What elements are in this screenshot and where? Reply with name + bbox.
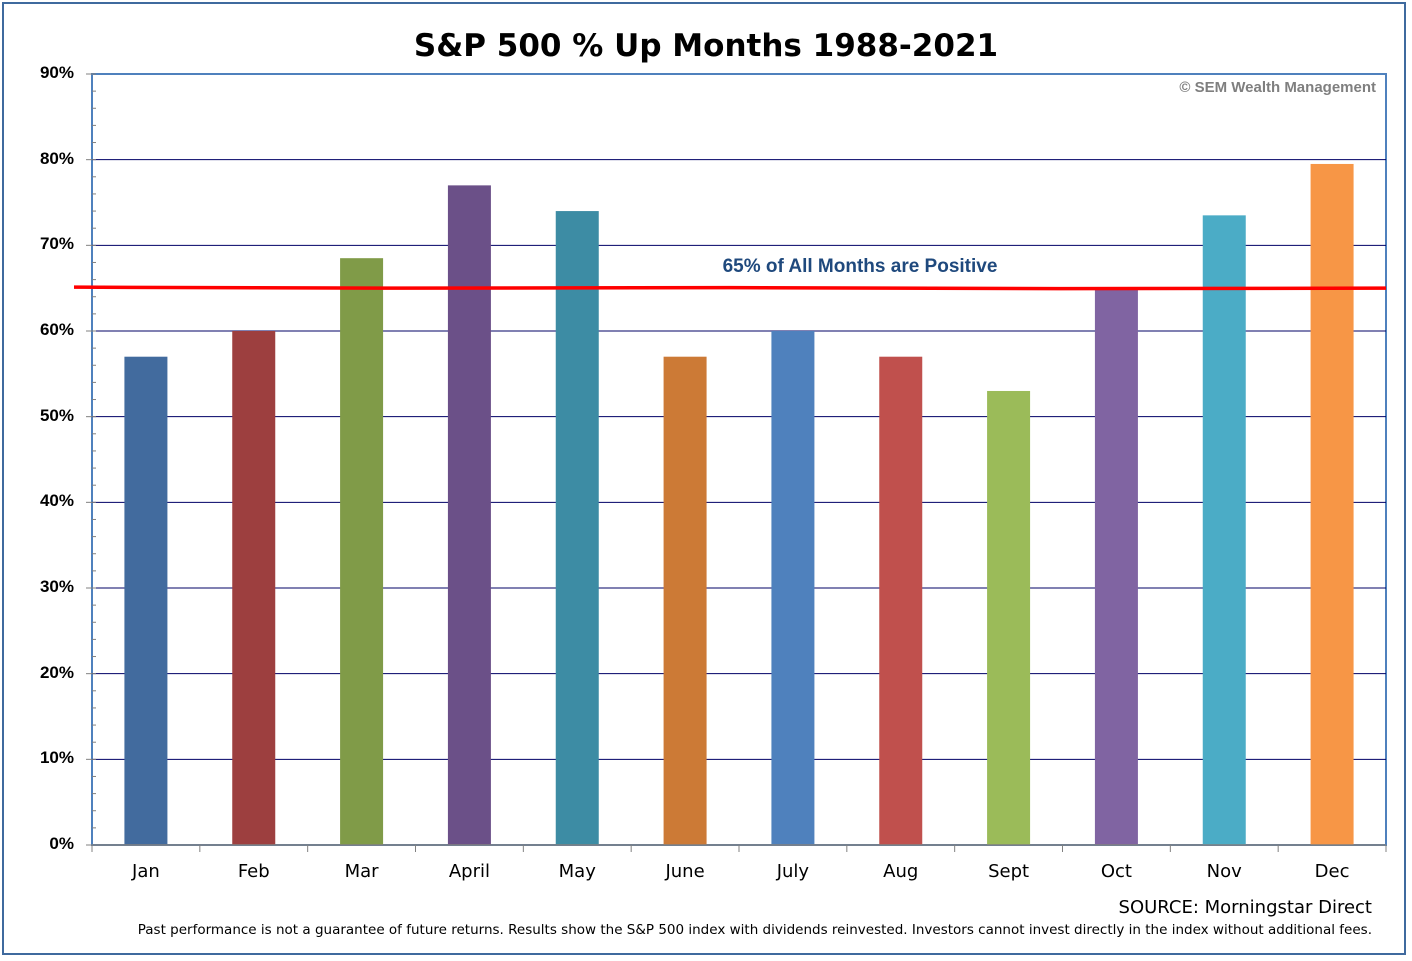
bar-may (555, 211, 599, 846)
y-tick-label: 10% (39, 748, 74, 768)
bar-oct (1094, 288, 1138, 846)
x-tick-label: June (665, 861, 705, 882)
bar-april (447, 185, 491, 845)
y-tick-label: 90% (39, 63, 74, 82)
bar-dec (1310, 163, 1354, 845)
y-tick-label: 40% (39, 491, 74, 511)
bar-july (771, 331, 815, 845)
x-tick-label: Oct (1100, 861, 1132, 882)
bar-june (663, 356, 707, 845)
y-tick-label: 60% (39, 320, 74, 339)
bar-nov (1202, 215, 1246, 846)
bar-aug (879, 356, 923, 845)
x-tick-label: Nov (1206, 861, 1242, 882)
source-note: SOURCE: Morningstar Direct (1118, 897, 1372, 918)
chart-title: S&P 500 % Up Months 1988-2021 (413, 28, 999, 64)
y-tick-label: 0% (49, 834, 74, 853)
y-tick-label: 30% (39, 577, 74, 596)
x-tick-label: Mar (344, 861, 379, 882)
bar-feb (232, 331, 276, 845)
y-tick-label: 80% (39, 148, 74, 168)
x-tick-label: April (448, 861, 490, 882)
x-tick-label: Aug (883, 861, 919, 882)
copyright-notice: © SEM Wealth Management (1179, 79, 1376, 96)
x-tick-label: Sept (988, 861, 1030, 882)
y-tick-label: 50% (39, 405, 74, 425)
disclaimer-note: Past performance is not a guarantee of f… (137, 922, 1372, 938)
x-tick-label: Dec (1314, 861, 1350, 882)
bar-mar (340, 258, 384, 845)
bar-sept (987, 390, 1031, 845)
x-tick-label: Jan (132, 861, 160, 882)
x-tick-label: July (776, 861, 810, 882)
y-tick-label: 70% (39, 234, 74, 254)
plot-area (91, 73, 1387, 846)
x-tick-label: Feb (237, 861, 270, 882)
reference-line (73, 285, 1387, 291)
reference-line-label: 65% of All Months are Positive (722, 256, 998, 277)
bar-jan (124, 356, 168, 845)
x-tick-label: May (558, 861, 596, 882)
y-tick-label: 20% (39, 662, 74, 682)
